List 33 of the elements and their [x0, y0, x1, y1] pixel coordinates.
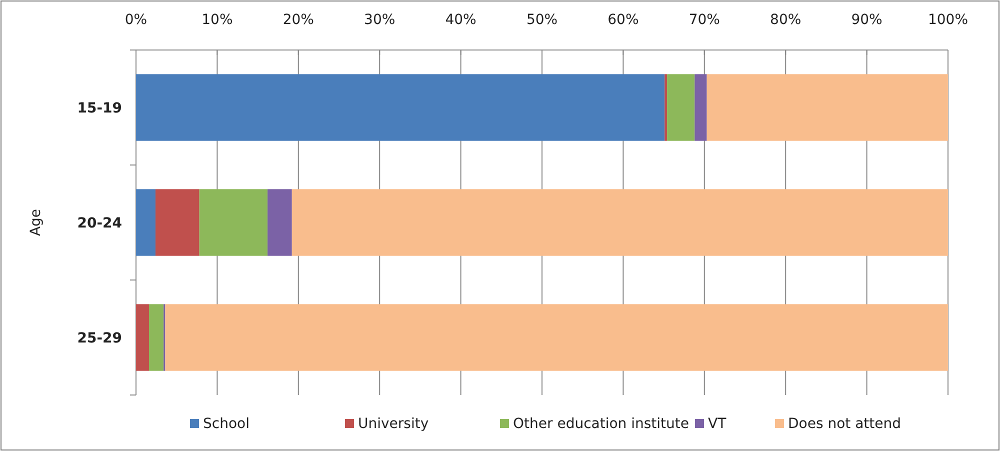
- bar: [292, 189, 948, 256]
- x-tick-label: 80%: [770, 12, 802, 28]
- legend-label: School: [203, 416, 250, 432]
- bar: [148, 304, 164, 371]
- bar: [199, 189, 268, 256]
- x-tick-label: 70%: [688, 12, 720, 28]
- x-tick-label: 30%: [364, 12, 396, 28]
- bar: [706, 74, 948, 141]
- x-tick-label: 60%: [608, 12, 639, 28]
- x-tick-label: 40%: [445, 12, 476, 28]
- y-tick-label: 20-24: [77, 216, 122, 232]
- bar: [155, 189, 200, 256]
- bar: [136, 189, 156, 256]
- x-tick-label: 0%: [124, 12, 148, 28]
- y-tick-label: 15-19: [77, 100, 122, 116]
- y-tick-label: 25-29: [77, 330, 122, 346]
- bar: [136, 304, 149, 371]
- bar: [268, 189, 292, 256]
- legend-label: VT: [708, 416, 727, 432]
- bar: [136, 74, 665, 141]
- bar: [664, 74, 668, 141]
- x-tick-label: 20%: [282, 12, 314, 28]
- x-tick-label: 90%: [851, 12, 882, 28]
- legend-label: Other education institute: [513, 416, 690, 432]
- x-tick-label: 100%: [928, 12, 968, 28]
- bar: [165, 304, 948, 371]
- x-tick-label: 50%: [526, 12, 558, 28]
- legend-label: University: [358, 416, 429, 432]
- x-tick-label: 10%: [202, 12, 233, 28]
- bar: [694, 74, 707, 141]
- bar: [667, 74, 695, 141]
- y-axis-title: Age: [28, 208, 44, 236]
- legend-label: Does not attend: [788, 416, 902, 432]
